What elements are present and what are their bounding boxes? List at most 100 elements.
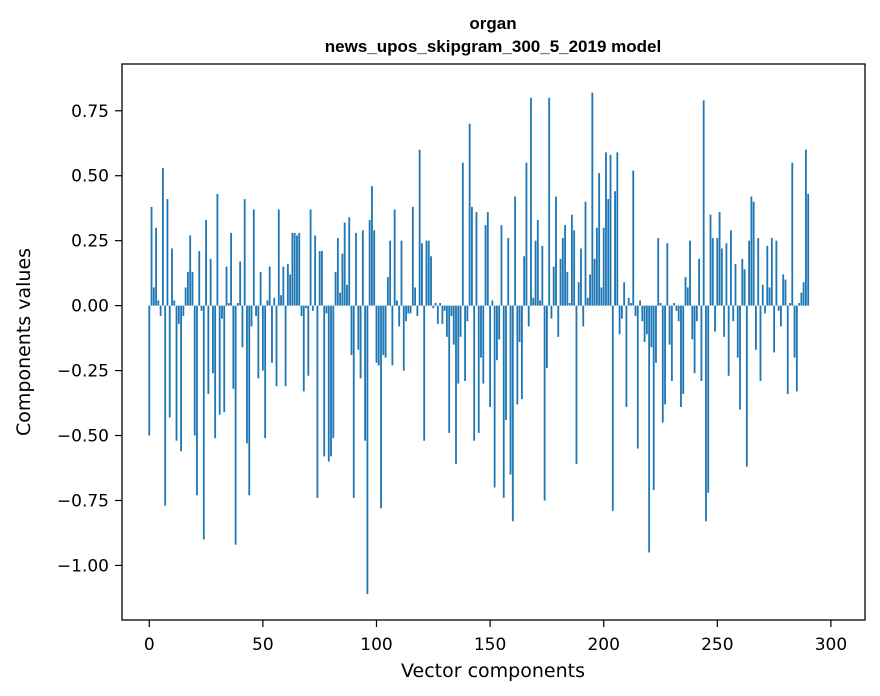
bar	[377, 305, 380, 366]
bar	[584, 201, 587, 306]
bar	[511, 305, 514, 522]
bar	[416, 305, 419, 317]
bar	[659, 303, 662, 306]
ticks-layer: 0 50 100 150 200 250 300 0.75 0.50 0.25 0.00 −0.25 −…	[57, 102, 847, 655]
bar	[466, 305, 469, 322]
bar	[741, 258, 744, 306]
bar	[323, 305, 326, 457]
bar	[575, 305, 578, 465]
bar	[409, 305, 412, 314]
bar	[168, 305, 171, 418]
bar	[498, 305, 501, 340]
bar	[327, 305, 330, 462]
bar	[248, 305, 251, 496]
bar	[761, 284, 764, 306]
bar	[614, 191, 616, 306]
bar	[707, 305, 710, 493]
bar	[402, 305, 405, 371]
bar	[657, 238, 660, 306]
bar	[350, 305, 353, 355]
bar	[586, 297, 589, 306]
bar	[221, 305, 223, 319]
bar	[239, 261, 242, 306]
bar	[552, 266, 555, 306]
bar	[291, 232, 294, 306]
bar	[180, 305, 182, 452]
bar	[750, 196, 753, 306]
bar	[175, 305, 178, 441]
bar	[241, 305, 244, 348]
y-tick-label: 0.75	[71, 102, 109, 122]
bar	[259, 271, 262, 306]
bar	[268, 266, 271, 306]
bar	[148, 305, 151, 436]
bar	[205, 219, 207, 306]
bar	[661, 305, 664, 423]
bar	[389, 240, 392, 306]
bar	[271, 305, 273, 363]
bar	[739, 305, 741, 410]
bar	[448, 305, 451, 433]
bar	[293, 232, 296, 306]
bar	[689, 240, 691, 306]
bar	[789, 303, 791, 306]
y-tick-label: 0.00	[71, 297, 109, 317]
bar	[284, 305, 287, 387]
bar	[573, 230, 576, 306]
bar	[505, 305, 507, 420]
bar	[405, 305, 407, 322]
y-tick-label: 0.25	[71, 232, 109, 252]
bar	[157, 300, 160, 306]
bar	[618, 305, 621, 335]
bar	[550, 305, 553, 319]
bar	[307, 305, 310, 376]
bar	[780, 305, 782, 327]
bar	[520, 305, 523, 400]
bar	[664, 305, 666, 405]
bar	[330, 305, 332, 457]
bar	[182, 305, 185, 317]
bar	[605, 152, 607, 306]
bar	[218, 305, 221, 415]
bar	[391, 305, 394, 366]
bar	[734, 264, 737, 306]
bar	[230, 232, 232, 306]
x-tick-label: 150	[474, 635, 506, 655]
bar	[548, 97, 551, 306]
bar	[620, 305, 623, 319]
bar	[171, 248, 173, 306]
bar	[791, 162, 794, 306]
bar	[748, 240, 751, 306]
bar	[439, 303, 442, 306]
bar	[161, 167, 164, 306]
bar	[250, 305, 253, 327]
bar	[732, 305, 735, 322]
x-tick-label: 0	[144, 635, 155, 655]
bar	[164, 305, 167, 506]
bar	[193, 305, 196, 436]
bar	[718, 212, 721, 306]
bar	[202, 305, 205, 540]
bar	[641, 305, 644, 322]
bar	[398, 305, 401, 327]
bar	[532, 297, 535, 306]
bar	[566, 271, 569, 306]
bar	[334, 271, 337, 306]
bar	[555, 196, 557, 306]
bar	[207, 305, 210, 394]
bar	[482, 305, 485, 384]
bar	[375, 305, 378, 363]
bar	[666, 243, 669, 306]
bar	[475, 212, 478, 306]
bar	[155, 227, 157, 306]
bar	[371, 186, 373, 306]
bar	[477, 305, 480, 433]
bar	[480, 305, 482, 358]
bar	[582, 305, 585, 327]
bar	[736, 305, 739, 358]
bar	[436, 305, 439, 324]
bar	[196, 305, 198, 496]
bar	[373, 230, 376, 306]
bar	[600, 287, 603, 306]
